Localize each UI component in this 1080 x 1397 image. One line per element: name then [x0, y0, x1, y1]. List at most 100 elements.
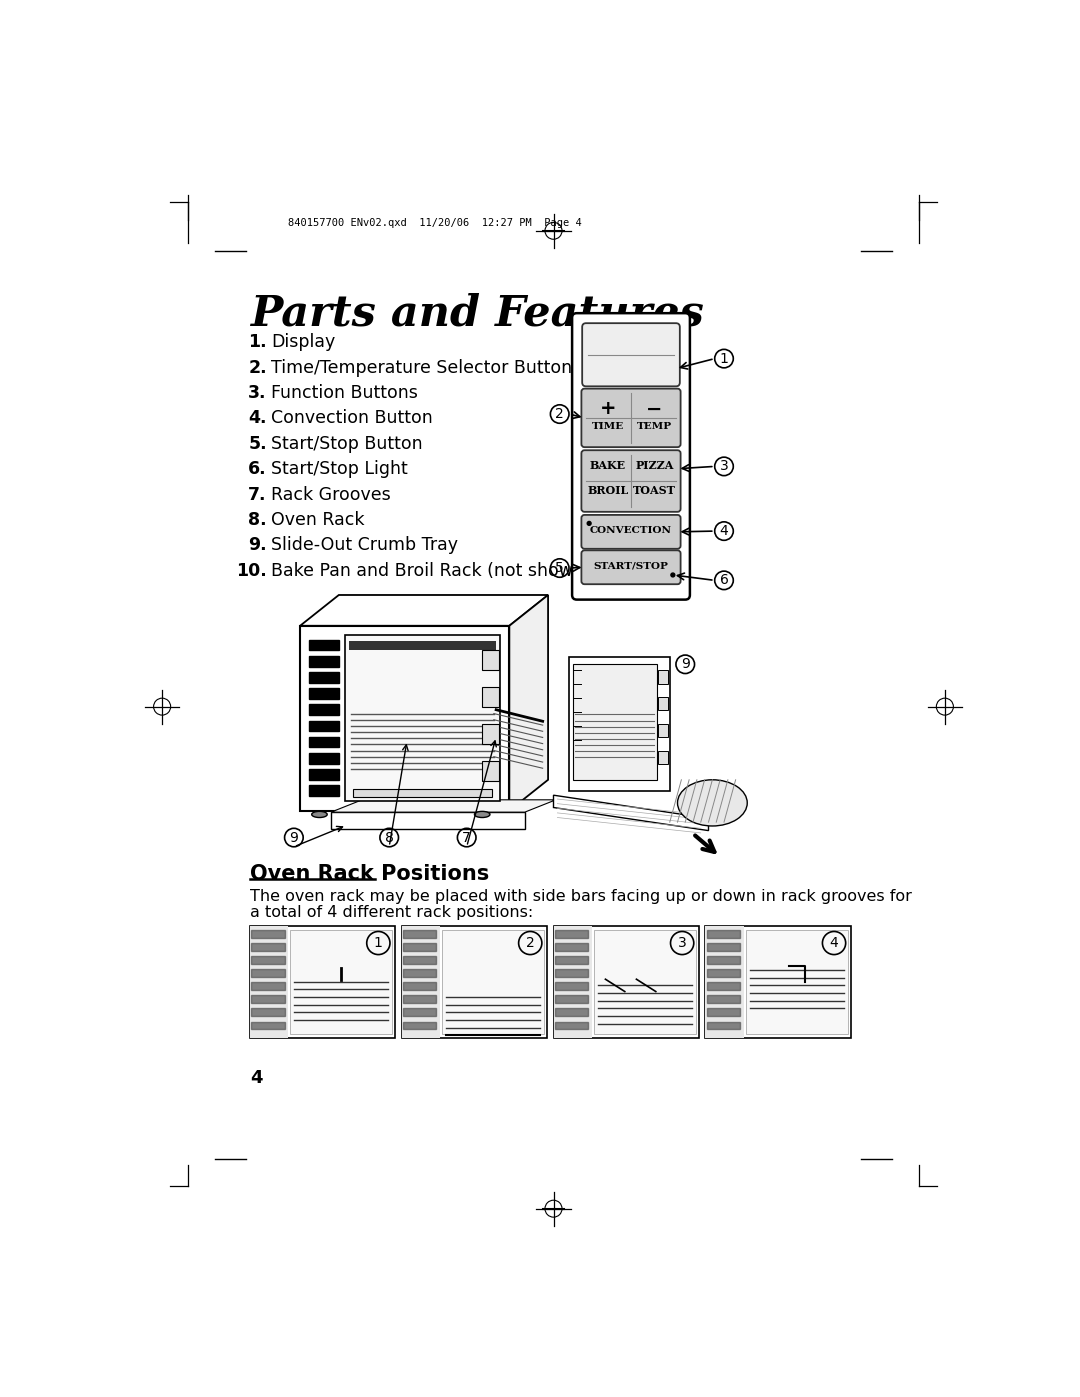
Polygon shape	[555, 996, 589, 1003]
Text: Parts and Features: Parts and Features	[249, 292, 703, 334]
Polygon shape	[252, 943, 284, 951]
Polygon shape	[309, 721, 339, 731]
Text: 1: 1	[374, 936, 382, 950]
Text: 2: 2	[555, 407, 564, 420]
Text: Rack Grooves: Rack Grooves	[271, 486, 391, 504]
Polygon shape	[555, 930, 589, 937]
Polygon shape	[309, 655, 339, 666]
Polygon shape	[309, 640, 339, 651]
Bar	[658, 697, 669, 711]
Text: 8.: 8.	[248, 511, 267, 529]
Text: 7.: 7.	[248, 486, 267, 504]
Text: 4: 4	[719, 524, 728, 538]
Bar	[353, 789, 492, 796]
Polygon shape	[403, 1021, 436, 1030]
Text: START/STOP: START/STOP	[594, 562, 669, 570]
Text: −: −	[646, 400, 662, 419]
Bar	[402, 926, 441, 1038]
Text: Start/Stop Light: Start/Stop Light	[271, 460, 408, 478]
Polygon shape	[707, 1021, 740, 1030]
Polygon shape	[252, 1021, 284, 1030]
Polygon shape	[707, 996, 740, 1003]
Text: Start/Stop Button: Start/Stop Button	[271, 434, 423, 453]
Polygon shape	[252, 930, 284, 937]
Text: 1.: 1.	[248, 334, 267, 351]
Text: Slide-Out Crumb Tray: Slide-Out Crumb Tray	[271, 536, 458, 555]
Polygon shape	[252, 970, 284, 977]
Polygon shape	[554, 795, 708, 831]
Polygon shape	[300, 595, 548, 626]
FancyBboxPatch shape	[572, 313, 690, 599]
Bar	[300, 626, 510, 810]
Text: 9: 9	[680, 658, 690, 672]
Text: 5: 5	[555, 562, 564, 576]
Polygon shape	[309, 753, 339, 764]
Text: 5.: 5.	[248, 434, 267, 453]
Bar	[482, 761, 499, 781]
FancyBboxPatch shape	[581, 515, 680, 549]
Polygon shape	[707, 930, 740, 937]
Text: TOAST: TOAST	[633, 485, 676, 496]
Polygon shape	[403, 996, 436, 1003]
Polygon shape	[403, 1009, 436, 1016]
Bar	[332, 812, 525, 828]
Bar	[705, 926, 744, 1038]
Circle shape	[671, 573, 675, 577]
Text: Time/Temperature Selector Buttons: Time/Temperature Selector Buttons	[271, 359, 582, 377]
Polygon shape	[403, 970, 436, 977]
Text: 4.: 4.	[248, 409, 267, 427]
Text: +: +	[599, 400, 616, 419]
Text: BROIL: BROIL	[588, 485, 629, 496]
Polygon shape	[252, 956, 284, 964]
Text: Oven Rack Positions: Oven Rack Positions	[249, 865, 489, 884]
Text: The oven rack may be placed with side bars facing up or down in rack grooves for: The oven rack may be placed with side ba…	[249, 888, 912, 904]
Text: 2.: 2.	[248, 359, 267, 377]
Text: 2: 2	[526, 936, 535, 950]
Bar	[705, 926, 851, 1038]
Text: TEMP: TEMP	[637, 422, 672, 430]
Text: 10.: 10.	[237, 562, 267, 580]
Polygon shape	[707, 970, 740, 977]
Text: 8: 8	[384, 831, 393, 845]
Text: 6.: 6.	[248, 460, 267, 478]
Bar	[291, 930, 392, 1034]
Polygon shape	[403, 982, 436, 990]
Text: Bake Pan and Broil Rack (not shown): Bake Pan and Broil Rack (not shown)	[271, 562, 591, 580]
Text: 4: 4	[829, 936, 838, 950]
Bar	[572, 665, 657, 780]
Polygon shape	[707, 956, 740, 964]
Polygon shape	[309, 704, 339, 715]
Text: CONVECTION: CONVECTION	[590, 525, 672, 535]
Polygon shape	[555, 982, 589, 990]
Text: 1: 1	[719, 352, 728, 366]
Text: 7: 7	[462, 831, 471, 845]
Polygon shape	[309, 689, 339, 698]
Bar	[745, 930, 848, 1034]
Bar	[402, 926, 548, 1038]
Polygon shape	[403, 930, 436, 937]
FancyBboxPatch shape	[582, 323, 679, 387]
Text: 6: 6	[719, 573, 728, 587]
Polygon shape	[252, 996, 284, 1003]
Text: BAKE: BAKE	[590, 460, 625, 471]
Polygon shape	[555, 956, 589, 964]
Polygon shape	[555, 1021, 589, 1030]
Text: 9: 9	[289, 831, 298, 845]
Ellipse shape	[474, 812, 490, 817]
Bar	[349, 641, 496, 651]
Bar	[442, 930, 544, 1034]
Text: PIZZA: PIZZA	[635, 460, 674, 471]
Text: 3.: 3.	[248, 384, 267, 402]
Text: Convection Button: Convection Button	[271, 409, 433, 427]
Bar	[482, 725, 499, 745]
Bar	[249, 926, 288, 1038]
FancyBboxPatch shape	[581, 388, 680, 447]
Bar	[594, 930, 697, 1034]
Bar	[554, 926, 699, 1038]
Text: 4: 4	[249, 1069, 262, 1087]
Polygon shape	[403, 956, 436, 964]
Polygon shape	[510, 595, 548, 810]
Bar	[249, 926, 395, 1038]
Bar	[482, 651, 499, 671]
Circle shape	[588, 521, 591, 525]
